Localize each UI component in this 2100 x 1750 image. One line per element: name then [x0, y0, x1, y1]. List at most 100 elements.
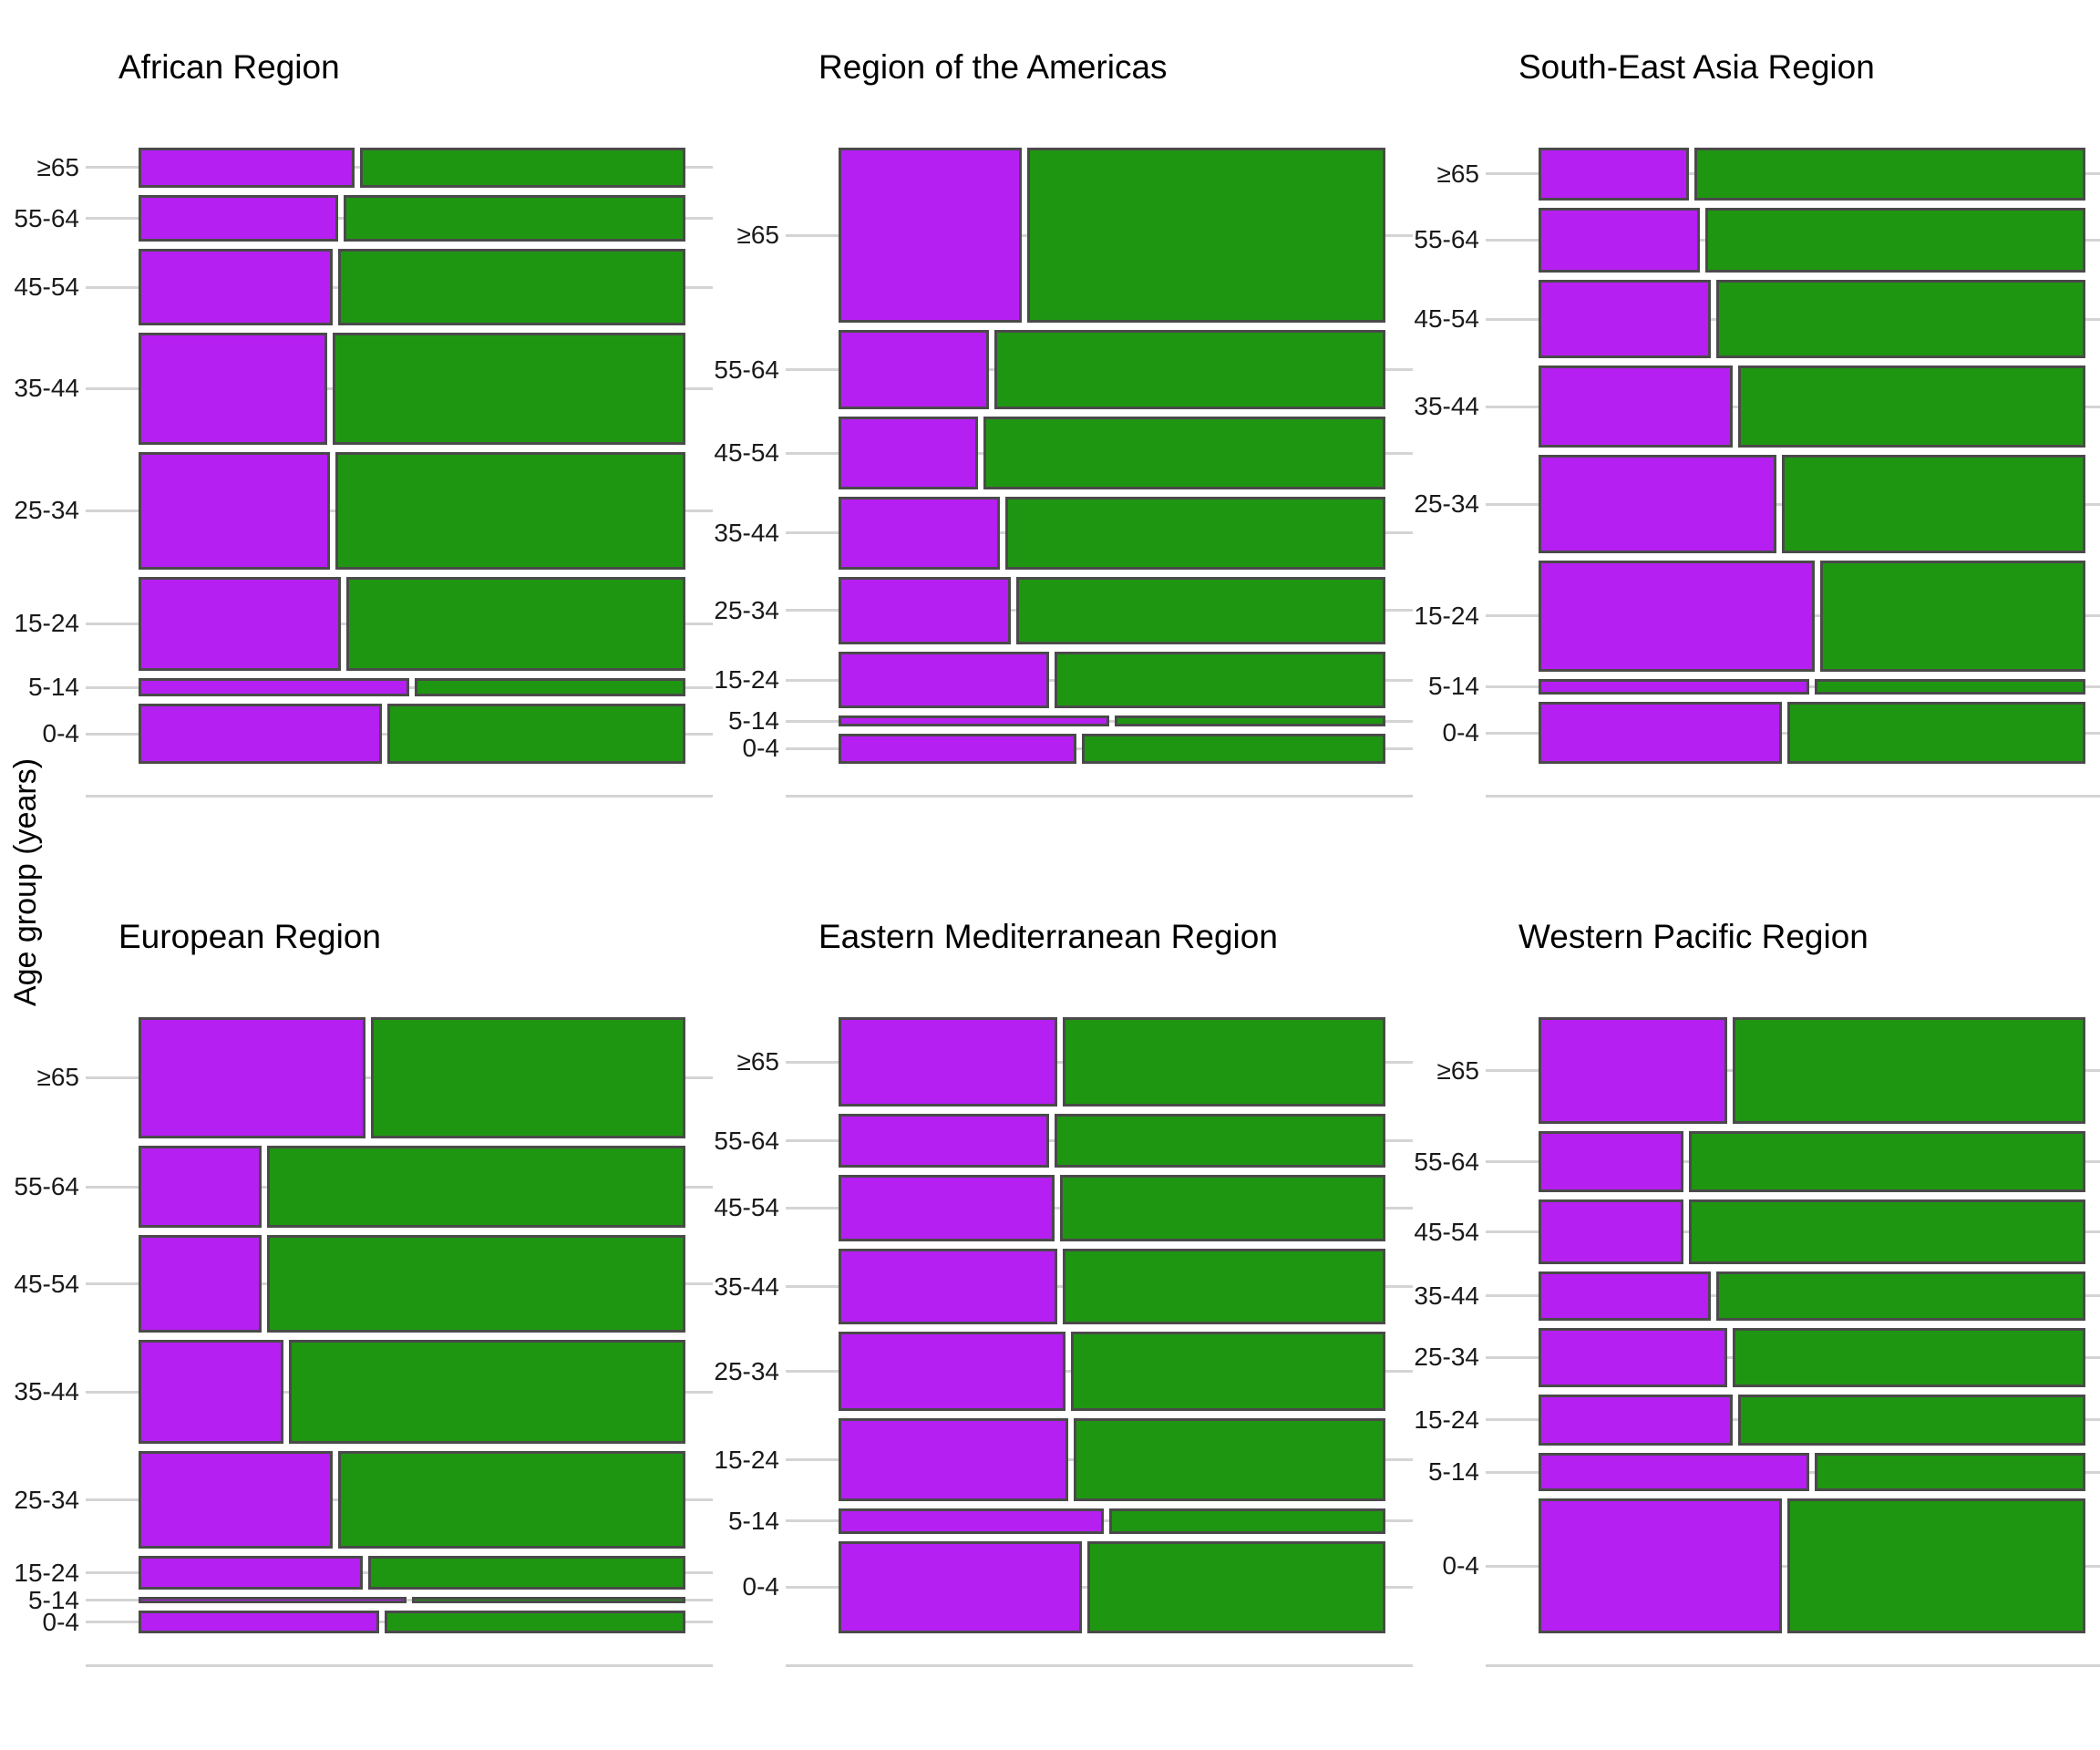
- bar-segment-purple: [139, 1451, 333, 1549]
- age-group-tick-label: ≥65: [736, 221, 779, 250]
- bar-segment-purple: [139, 1611, 379, 1633]
- bar-segment-green: [994, 330, 1385, 410]
- bar-segment-green: [1738, 1394, 2085, 1446]
- age-group-tick-label: 15-24: [1414, 601, 1479, 630]
- bar-segment-purple: [139, 333, 327, 445]
- age-group-tick-label: ≥65: [1436, 1055, 1479, 1085]
- bar-segment-green: [1815, 1453, 2085, 1492]
- bar-segment-purple: [1539, 702, 1782, 764]
- bar-segment-green: [1705, 207, 2085, 273]
- bar-segment-green: [1733, 1017, 2085, 1125]
- bar-segment-green: [1082, 733, 1385, 764]
- bar-segment-purple: [1539, 1327, 1727, 1387]
- age-group-tick-label: 0-4: [1442, 1551, 1479, 1580]
- panel-title: Eastern Mediterranean Region: [818, 918, 1278, 955]
- bar-segment-green: [1071, 1332, 1385, 1412]
- bar-segment-green: [1063, 1017, 1385, 1107]
- bar-segment-purple: [1539, 560, 1815, 672]
- panel-title: Region of the Americas: [818, 48, 1168, 86]
- bar-segment-purple: [139, 1145, 262, 1229]
- axis-baseline: [786, 795, 1413, 798]
- age-group-tick-label: 45-54: [1414, 1217, 1479, 1246]
- bar-segment-purple: [139, 1235, 262, 1333]
- bar-segment-green: [333, 333, 685, 445]
- bar-segment-green: [1716, 280, 2085, 359]
- bar-segment-green: [338, 249, 685, 326]
- panel-title: European Region: [118, 918, 381, 955]
- bar-segment-purple: [1539, 207, 1700, 273]
- bar-segment-green: [415, 678, 685, 697]
- panel-european-region: European Region ≥65 55-64 45-54 35-44 25-34 15…: [14, 918, 713, 1667]
- axis-baseline: [86, 795, 713, 798]
- age-group-tick-label: 35-44: [14, 374, 79, 403]
- age-group-tick-label: 0-4: [742, 1572, 779, 1601]
- age-group-tick-label: 25-34: [1414, 1343, 1479, 1372]
- bar-segment-purple: [839, 652, 1049, 709]
- age-group-tick-label: 45-54: [14, 273, 79, 302]
- bar-segment-green: [1087, 1540, 1385, 1633]
- bar-segment-green: [289, 1340, 685, 1445]
- age-group-tick-label: 5-14: [1427, 1457, 1479, 1487]
- bar-segment-purple: [139, 194, 338, 242]
- bar-segment-purple: [839, 417, 978, 490]
- bar-segment-green: [1074, 1418, 1385, 1501]
- age-group-tick-label: 0-4: [742, 734, 779, 763]
- age-group-tick-label: 25-34: [714, 595, 779, 624]
- bar-segment-purple: [839, 733, 1076, 764]
- panel-african-region: African Region ≥65 55-64 45-54 35-44 25-34 15-…: [14, 48, 713, 798]
- age-group-tick-label: 45-54: [14, 1269, 79, 1298]
- bar-segment-purple: [839, 1114, 1049, 1168]
- bar-segment-green: [371, 1017, 685, 1138]
- bar-segment-purple: [1539, 1017, 1727, 1125]
- bar-segment-purple: [1539, 455, 1776, 553]
- bar-segment-green: [267, 1235, 685, 1333]
- age-group-tick-label: 25-34: [14, 496, 79, 525]
- age-group-tick-label: 55-64: [14, 1172, 79, 1201]
- panel-region-of-the-americas: Region of the Americas ≥65 55-64 45-54 35-44…: [714, 48, 1413, 798]
- bar-segment-purple: [139, 576, 341, 672]
- bar-segment-green: [335, 451, 685, 570]
- bar-segment-green: [1060, 1175, 1385, 1241]
- bar-segment-green: [346, 576, 685, 672]
- bar-segment-green: [1787, 702, 2085, 764]
- bar-segment-purple: [839, 715, 1109, 726]
- bar-segment-purple: [1539, 1453, 1809, 1492]
- age-group-tick-label: 35-44: [714, 1271, 779, 1301]
- age-group-tick-label: 5-14: [27, 673, 79, 702]
- bar-segment-green: [1815, 678, 2085, 695]
- bar-segment-green: [1027, 148, 1385, 324]
- bar-segment-purple: [1539, 1394, 1733, 1446]
- age-group-tick-label: 35-44: [714, 518, 779, 547]
- age-group-tick-label: 15-24: [14, 1558, 79, 1587]
- age-group-tick-label: 55-64: [714, 355, 779, 384]
- bar-segment-purple: [839, 576, 1011, 645]
- age-group-tick-label: 35-44: [1414, 1281, 1479, 1310]
- bar-segment-purple: [139, 704, 382, 764]
- bar-segment-purple: [139, 678, 409, 697]
- age-group-tick-label: 5-14: [27, 1585, 79, 1614]
- axis-baseline: [1486, 795, 2100, 798]
- bar-segment-purple: [1539, 1199, 1683, 1265]
- bar-segment-green: [1055, 1114, 1385, 1168]
- age-group-tick-label: 5-14: [727, 1506, 779, 1535]
- bar-segment-purple: [1539, 1271, 1711, 1321]
- bar-segment-green: [1055, 652, 1385, 709]
- panel-title: African Region: [118, 48, 340, 86]
- age-group-tick-label: 0-4: [42, 719, 79, 748]
- bar-segment-purple: [839, 330, 989, 410]
- age-group-tick-label: 5-14: [1427, 672, 1479, 701]
- bar-segment-green: [1005, 497, 1385, 570]
- age-group-tick-label: 55-64: [714, 1126, 779, 1155]
- age-group-tick-label: ≥65: [36, 1063, 79, 1092]
- bar-segment-purple: [839, 1332, 1065, 1412]
- bar-segment-purple: [139, 148, 355, 188]
- bar-segment-green: [983, 417, 1385, 490]
- age-group-tick-label: ≥65: [36, 152, 79, 181]
- bar-segment-purple: [1539, 1131, 1683, 1193]
- bar-segment-purple: [139, 1340, 283, 1445]
- bar-segment-purple: [139, 249, 333, 326]
- bar-segment-green: [387, 704, 685, 764]
- bar-segment-purple: [1539, 148, 1689, 201]
- bar-segment-purple: [1539, 365, 1733, 448]
- bar-segment-green: [368, 1555, 685, 1590]
